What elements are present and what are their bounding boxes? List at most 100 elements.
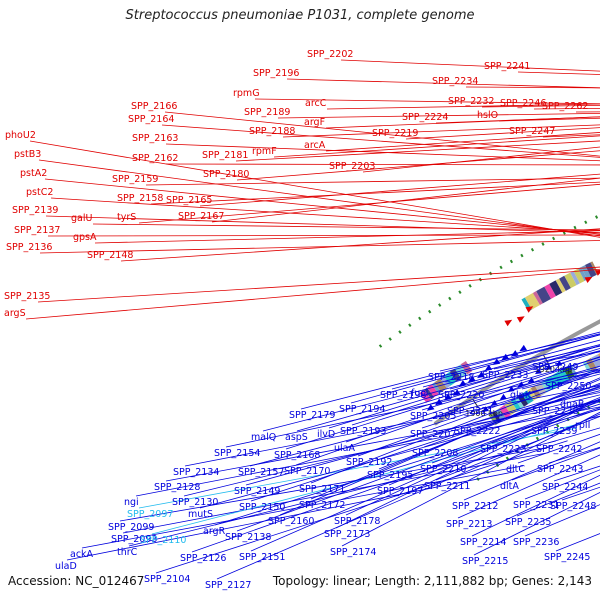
gene-label-ulad: ulaD bbox=[55, 561, 77, 572]
gene-label-spp_2244: SPP_2244 bbox=[542, 482, 588, 493]
gene-label-spp_2165: SPP_2165 bbox=[166, 195, 212, 206]
gene-label-spp_2202: SPP_2202 bbox=[307, 49, 353, 60]
gene-label-spp_2180: SPP_2180 bbox=[203, 169, 249, 180]
leader-line-forward bbox=[164, 111, 600, 157]
gene-label-rpmg: rpmG bbox=[233, 88, 260, 99]
feature-band bbox=[427, 384, 439, 398]
gene-label-spp_2189: SPP_2189 bbox=[244, 107, 290, 118]
gene-label-spp_2168: SPP_2168 bbox=[274, 450, 320, 461]
gene-label-spp_2223: SPP_2223 bbox=[480, 444, 526, 455]
leader-line-reverse bbox=[449, 350, 600, 390]
leader-line-reverse bbox=[350, 334, 600, 404]
gene-label-dltc: dltC bbox=[506, 464, 525, 475]
gene-label-spp_2162: SPP_2162 bbox=[132, 153, 178, 164]
feature-band bbox=[580, 265, 592, 280]
gene-label-spp_2110: SPP_2110 bbox=[140, 535, 186, 546]
leader-line-forward bbox=[236, 150, 600, 181]
gene-label-rpmf: rpmF bbox=[252, 146, 277, 157]
gene-label-spp_2167: SPP_2167 bbox=[178, 211, 224, 222]
leader-line-forward bbox=[150, 181, 600, 205]
scale-tick-label: 1920 kbp bbox=[535, 365, 573, 374]
gene-label-spp_2233: SPP_2233 bbox=[482, 370, 528, 381]
gene-label-spp_2196: SPP_2196 bbox=[253, 68, 299, 79]
feature-band bbox=[582, 360, 592, 373]
gene-label-tyrs: tyrS bbox=[117, 212, 136, 223]
leader-line-reverse bbox=[285, 350, 600, 450]
reverse-gene-arrow bbox=[443, 393, 452, 401]
gene-label-spp_2249: SPP_2249 bbox=[532, 362, 578, 373]
leader-line-forward bbox=[37, 266, 600, 303]
leader-line-reverse bbox=[250, 398, 600, 552]
gene-label-spp_2198: SPP_2198 bbox=[380, 390, 426, 401]
gene-label-spp_2232: SPP_2232 bbox=[448, 96, 494, 107]
feature-band bbox=[570, 270, 580, 286]
gene-label-spp_2137: SPP_2137 bbox=[14, 225, 60, 236]
leader-line-forward bbox=[235, 140, 600, 162]
gene-label-argr: argR bbox=[203, 526, 226, 537]
leader-line-reverse bbox=[279, 377, 600, 516]
gene-label-spp_2160: SPP_2160 bbox=[268, 516, 314, 527]
leader-line-reverse bbox=[458, 365, 600, 406]
gene-label-spp_2157: SPP_2157 bbox=[238, 467, 284, 478]
gene-label-ulaa: ulaA bbox=[334, 443, 355, 454]
leader-line-forward bbox=[211, 177, 600, 223]
feature-band bbox=[540, 380, 551, 393]
gene-label-spp_2195: SPP_2195 bbox=[367, 470, 413, 481]
gene-label-spp_2211: SPP_2211 bbox=[424, 481, 470, 492]
reverse-gene-arrow bbox=[534, 368, 542, 375]
leader-line-forward bbox=[92, 223, 600, 231]
gene-label-spp_2213: SPP_2213 bbox=[446, 519, 492, 530]
gene-label-spp_2127: SPP_2127 bbox=[205, 580, 251, 591]
gene-label-spp_2172: SPP_2172 bbox=[299, 500, 345, 511]
gene-label-spp_2208: SPP_2208 bbox=[412, 448, 458, 459]
leader-line-forward bbox=[362, 146, 600, 173]
leader-line-reverse bbox=[300, 331, 600, 410]
leader-line-reverse bbox=[245, 388, 600, 486]
leader-line-reverse bbox=[128, 440, 556, 547]
gene-label-spp_2151: SPP_2151 bbox=[239, 552, 285, 563]
leader-line-reverse bbox=[473, 492, 600, 556]
gene-label-spp_2236: SPP_2236 bbox=[513, 537, 559, 548]
leader-line-forward bbox=[138, 183, 600, 224]
feature-band bbox=[527, 388, 537, 401]
gene-label-glpk: glpK bbox=[510, 390, 532, 401]
feature-band bbox=[578, 267, 588, 282]
gene-label-spp_2218: SPP_2218 bbox=[428, 372, 474, 383]
leader-line-reverse bbox=[421, 370, 600, 429]
gene-label-malq: malQ bbox=[251, 432, 276, 443]
leader-line-reverse bbox=[471, 474, 600, 537]
reverse-gene-arrow bbox=[519, 344, 528, 352]
feature-band bbox=[573, 268, 585, 284]
reverse-gene-arrow bbox=[435, 398, 443, 406]
feature-band bbox=[549, 280, 563, 297]
gene-label-spp_2159: SPP_2159 bbox=[112, 174, 158, 185]
leader-line-forward bbox=[286, 78, 600, 89]
feature-band bbox=[510, 398, 522, 411]
leader-line-reverse bbox=[431, 401, 600, 464]
leader-line-reverse bbox=[465, 384, 600, 426]
gene-label-spp_2093: SPP_2093 bbox=[111, 534, 157, 545]
gene-label-asps: aspS bbox=[285, 432, 308, 443]
reverse-gene-arrow bbox=[499, 393, 507, 400]
leader-line-forward bbox=[199, 173, 600, 207]
leader-line-forward bbox=[47, 234, 600, 237]
gene-label-thrc: thrC bbox=[117, 547, 138, 558]
gene-label-acka: ackA bbox=[70, 549, 94, 560]
leader-line-reverse bbox=[183, 394, 600, 497]
leader-line-forward bbox=[44, 178, 600, 235]
gene-label-spp_2194: SPP_2194 bbox=[339, 404, 385, 415]
feature-band bbox=[499, 404, 512, 419]
leader-line-forward bbox=[340, 59, 600, 72]
leader-line-forward bbox=[326, 103, 600, 110]
forward-gene-arrow bbox=[584, 276, 593, 283]
gene-label-spp_2158: SPP_2158 bbox=[117, 193, 163, 204]
gene-label-pstb3: pstB3 bbox=[14, 149, 41, 160]
gene-label-spp_2163: SPP_2163 bbox=[132, 133, 178, 144]
feature-band bbox=[555, 278, 566, 293]
gene-label-spp_2238: SPP_2238 bbox=[532, 406, 578, 417]
leader-line-forward bbox=[325, 116, 600, 129]
gene-label-argf: argF bbox=[304, 117, 325, 128]
gene-label-spp_2210: SPP_2210 bbox=[420, 464, 466, 475]
leader-line-reverse bbox=[391, 334, 600, 390]
feature-band bbox=[536, 286, 552, 304]
